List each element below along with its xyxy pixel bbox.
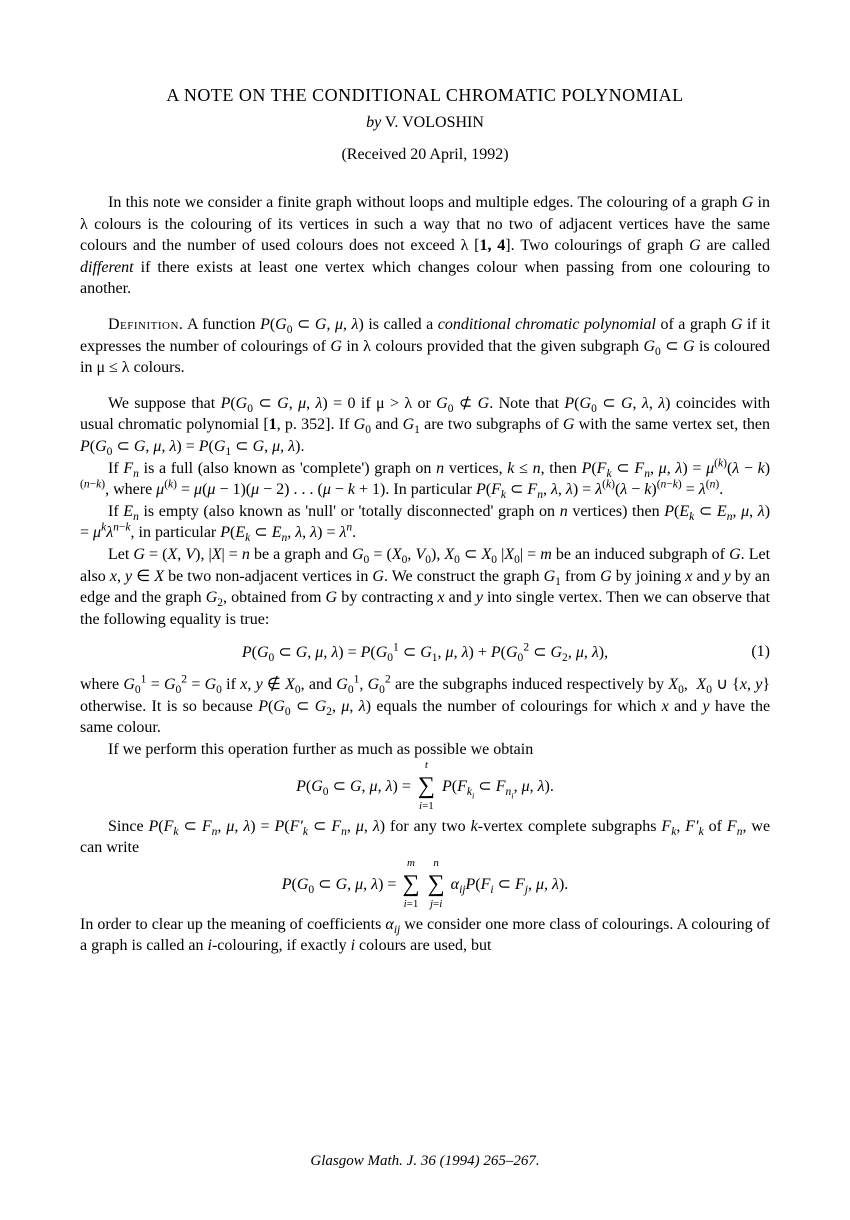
by-prefix: by bbox=[366, 114, 381, 131]
paragraph-full-graph: If Fn is a full (also known as 'complete… bbox=[80, 458, 770, 501]
paragraph-definition: Definition. A function P(G0 ⊂ G, μ, λ) i… bbox=[80, 314, 770, 379]
paragraph-perform: If we perform this operation further as … bbox=[80, 739, 770, 761]
journal-footer: Glasgow Math. J. 36 (1994) 265–267. bbox=[0, 1153, 850, 1170]
paragraph-since: Since P(Fk ⊂ Fn, μ, λ) = P(F′k ⊂ Fn, μ, … bbox=[80, 816, 770, 859]
paragraph-where: where G01 = G02 = G0 if x, y ∉ X0, and G… bbox=[80, 674, 770, 739]
paragraph-clear-up: In order to clear up the meaning of coef… bbox=[80, 914, 770, 957]
byline: by V. VOLOSHIN bbox=[80, 114, 770, 132]
paper-page: A NOTE ON THE CONDITIONAL CHROMATIC POLY… bbox=[0, 0, 850, 1220]
definition-label: Definition. bbox=[108, 316, 183, 333]
author-name: V. VOLOSHIN bbox=[385, 114, 484, 131]
paragraph-empty-graph: If En is empty (also known as 'null' or … bbox=[80, 501, 770, 544]
paragraph-let-g: Let G = (X, V), |X| = n be a graph and G… bbox=[80, 544, 770, 630]
equation-3: P(G0 ⊂ G, μ, λ) = m ∑ i=1 n ∑ j=i αijP(F… bbox=[80, 871, 770, 898]
paragraph-suppose: We suppose that P(G0 ⊂ G, μ, λ) = 0 if μ… bbox=[80, 393, 770, 458]
paper-title: A NOTE ON THE CONDITIONAL CHROMATIC POLY… bbox=[80, 85, 770, 106]
equation-2: P(G0 ⊂ G, μ, λ) = t ∑ i=1 P(Fki ⊂ Fni, μ… bbox=[80, 773, 770, 800]
received-date: (Received 20 April, 1992) bbox=[80, 146, 770, 164]
equation-number: (1) bbox=[751, 643, 770, 661]
paragraph-intro: In this note we consider a finite graph … bbox=[80, 192, 770, 300]
equation-1: P(G0 ⊂ G, μ, λ) = P(G01 ⊂ G1, μ, λ) + P(… bbox=[80, 642, 770, 662]
